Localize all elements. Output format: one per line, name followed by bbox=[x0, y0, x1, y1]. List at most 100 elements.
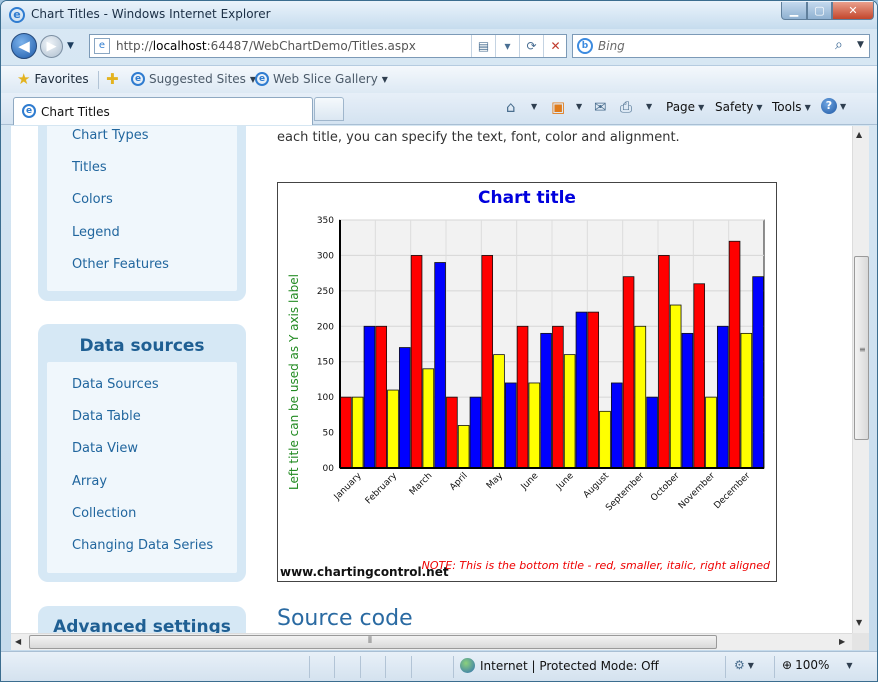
x-tick-label: August bbox=[582, 471, 612, 501]
compatibility-icon: ▤ bbox=[477, 39, 490, 53]
bar bbox=[446, 396, 458, 469]
forward-button[interactable]: ▶ bbox=[40, 35, 63, 58]
x-tick-label: March bbox=[408, 471, 434, 497]
nav-link-array[interactable]: Array bbox=[72, 474, 108, 489]
data-sources-box: Data sources Data Sources Data Table Dat… bbox=[38, 324, 246, 582]
ie-page-icon: e bbox=[131, 72, 145, 86]
zoom-control[interactable]: ⊕ 100% ▼ bbox=[782, 658, 853, 672]
nav-link-titles[interactable]: Titles bbox=[72, 160, 107, 175]
y-tick-label: 300 bbox=[317, 251, 334, 261]
maximize-button[interactable]: ▢ bbox=[807, 2, 832, 20]
y-tick-label: 150 bbox=[317, 358, 334, 368]
search-icon[interactable]: ⌕ bbox=[835, 37, 843, 53]
x-tick-label: December bbox=[712, 471, 752, 511]
bars-layer bbox=[340, 240, 764, 469]
bar bbox=[493, 354, 505, 469]
scroll-left-arrow-icon[interactable]: ◀ bbox=[15, 637, 22, 646]
x-tick-label: June bbox=[554, 471, 576, 493]
bar bbox=[457, 425, 470, 469]
compatibility-view-button[interactable]: ▤ bbox=[471, 35, 495, 57]
minimize-button[interactable]: ▁ bbox=[781, 2, 807, 20]
y-axis-label: Left title can be used as Y axis label bbox=[287, 274, 301, 490]
print-dropdown[interactable]: ▼ bbox=[646, 102, 653, 111]
help-icon: ? bbox=[821, 98, 837, 114]
ie-page-icon: e bbox=[255, 72, 269, 86]
chart-title: Chart title bbox=[478, 188, 576, 208]
print-icon[interactable]: ⎙ bbox=[620, 98, 633, 116]
bar-chart: Chart title Left title can be used as Y … bbox=[277, 182, 777, 582]
nav-link-chart-types[interactable]: Chart Types bbox=[72, 128, 149, 143]
y-tick-label: 350 bbox=[317, 216, 334, 226]
data-sources-heading: Data sources bbox=[79, 336, 205, 356]
status-bar: Internet | Protected Mode: Off ⚙ ▼ ⊕ 100% ▼ bbox=[1, 651, 877, 681]
web-slice-gallery-link[interactable]: e Web Slice Gallery ▼ bbox=[255, 72, 388, 86]
new-tab-button[interactable] bbox=[314, 97, 344, 121]
nav-link-data-table[interactable]: Data Table bbox=[72, 409, 141, 424]
navigation-bar: ◀ ▶ ▼ e http://localhost:64487/WebChartD… bbox=[1, 29, 877, 63]
feeds-icon[interactable]: ▣ bbox=[551, 98, 566, 116]
suggested-sites-link[interactable]: e Suggested Sites ▼ bbox=[131, 72, 256, 86]
bing-icon: b bbox=[577, 38, 593, 54]
scroll-right-arrow-icon[interactable]: ▶ bbox=[839, 637, 846, 646]
page-menu[interactable]: Page ▼ bbox=[666, 100, 705, 114]
search-box[interactable]: b Bing ⌕ ▼ bbox=[572, 34, 870, 58]
horizontal-scrollbar[interactable]: ◀ ⦀ ▶ bbox=[11, 633, 852, 650]
horizontal-scroll-thumb[interactable]: ⦀ bbox=[29, 635, 717, 649]
bottom-title: NOTE: This is the bottom title - red, sm… bbox=[422, 559, 771, 572]
nav-link-legend[interactable]: Legend bbox=[72, 225, 120, 240]
address-url[interactable]: http://localhost:64487/WebChartDemo/Titl… bbox=[116, 39, 416, 53]
nav-link-data-sources[interactable]: Data Sources bbox=[72, 377, 159, 392]
y-tick-label: 200 bbox=[317, 322, 334, 332]
close-button[interactable]: ✕ bbox=[832, 2, 874, 20]
refresh-button[interactable]: ⟳ bbox=[519, 35, 543, 57]
tab-label: Chart Titles bbox=[41, 105, 110, 119]
scroll-down-arrow-icon[interactable]: ▼ bbox=[856, 618, 863, 627]
help-menu[interactable]: ? ▼ bbox=[821, 98, 846, 114]
bar bbox=[716, 325, 729, 469]
bar bbox=[552, 325, 564, 469]
bar bbox=[398, 347, 411, 469]
nav-link-colors[interactable]: Colors bbox=[72, 192, 113, 207]
search-placeholder[interactable]: Bing bbox=[598, 39, 625, 53]
advanced-settings-box: Advanced settings bbox=[38, 606, 246, 633]
nav-link-changing-data-series[interactable]: Changing Data Series bbox=[72, 538, 214, 553]
bar bbox=[540, 332, 552, 469]
read-mail-icon[interactable]: ✉ bbox=[594, 98, 607, 116]
popup-blocker-button[interactable]: ⚙ ▼ bbox=[734, 658, 754, 672]
x-tick-label: June bbox=[519, 471, 541, 493]
star-icon: ★ bbox=[17, 70, 31, 88]
recent-pages-dropdown[interactable]: ▼ bbox=[67, 41, 74, 51]
address-bar[interactable]: e http://localhost:64487/WebChartDemo/Ti… bbox=[89, 34, 567, 58]
vertical-scroll-thumb[interactable]: ≡ bbox=[854, 256, 869, 440]
feeds-dropdown[interactable]: ▼ bbox=[576, 102, 583, 111]
home-dropdown[interactable]: ▼ bbox=[531, 102, 538, 111]
back-button[interactable]: ◀ bbox=[11, 33, 37, 59]
grip-icon: ⦀ bbox=[368, 636, 372, 646]
stop-button[interactable]: ✕ bbox=[543, 35, 567, 57]
nav-link-other-features[interactable]: Other Features bbox=[72, 257, 169, 272]
x-tick-label: September bbox=[604, 471, 646, 513]
bar bbox=[752, 276, 764, 469]
bar bbox=[375, 325, 388, 469]
page-viewport: Chart Types Titles Colors Legend Other F… bbox=[11, 126, 852, 633]
scroll-up-arrow-icon[interactable]: ▲ bbox=[856, 130, 863, 139]
bar bbox=[587, 311, 600, 469]
security-zone-text[interactable]: Internet | Protected Mode: Off bbox=[480, 659, 659, 673]
nav-link-data-view[interactable]: Data View bbox=[72, 441, 139, 456]
favorites-button[interactable]: ★ Favorites bbox=[17, 70, 89, 88]
separator bbox=[98, 71, 99, 89]
vertical-scrollbar[interactable]: ▲ ≡ ▼ bbox=[852, 126, 869, 633]
address-dropdown-button[interactable]: ▾ bbox=[495, 35, 519, 57]
settings-icon: ⚙ bbox=[734, 658, 745, 672]
bar bbox=[351, 396, 364, 469]
safety-menu[interactable]: Safety ▼ bbox=[715, 100, 763, 114]
search-options-dropdown[interactable]: ▼ bbox=[857, 40, 864, 50]
home-icon[interactable]: ⌂ bbox=[506, 98, 516, 116]
tab-chart-titles[interactable]: e Chart Titles bbox=[13, 97, 313, 125]
x-tick-label: April bbox=[448, 471, 470, 493]
bar bbox=[387, 389, 399, 469]
nav-link-collection[interactable]: Collection bbox=[72, 506, 137, 521]
tools-menu[interactable]: Tools ▼ bbox=[772, 100, 811, 114]
forward-arrow-icon: ▶ bbox=[46, 39, 57, 54]
add-to-favorites-button[interactable]: ✚ bbox=[106, 72, 119, 87]
